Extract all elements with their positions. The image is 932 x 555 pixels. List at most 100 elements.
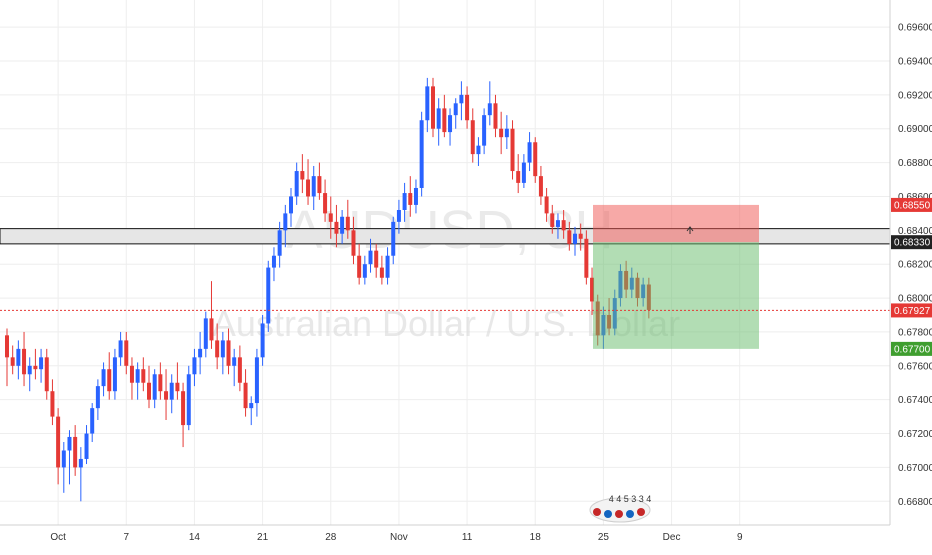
candle-body — [550, 213, 555, 227]
time-tick-label: 25 — [598, 532, 610, 543]
candle-body — [578, 233, 583, 239]
candle-body — [147, 382, 151, 400]
time-tick-label: 11 — [462, 532, 473, 543]
candle-body — [33, 365, 38, 370]
candle-body — [476, 145, 481, 155]
candle-body — [453, 103, 458, 116]
candle-body — [351, 230, 356, 256]
candle-body — [527, 142, 532, 163]
candle-body — [516, 171, 521, 183]
candle-body — [340, 216, 345, 234]
current-price-tag-label: 0.67927 — [894, 306, 931, 317]
time-tick-label: 28 — [325, 532, 337, 543]
price-tick-label: 0.68000 — [898, 294, 932, 305]
candle-body — [442, 108, 447, 133]
candle-body — [203, 318, 208, 349]
candle-body — [368, 250, 373, 265]
candle-body — [158, 374, 163, 392]
candle-body — [419, 120, 424, 188]
candle-body — [561, 220, 566, 231]
candle-body — [362, 264, 367, 278]
time-tick-label: 9 — [737, 532, 743, 543]
candle-body — [317, 176, 322, 194]
time-axis[interactable]: Oct 7 14 21 28 Nov 11 18 25 Dec 9 — [50, 532, 743, 543]
flag-icon — [604, 510, 612, 518]
flag-icon — [615, 510, 623, 518]
candle-body — [345, 216, 350, 231]
candle-body — [44, 357, 49, 392]
candle-body — [50, 391, 55, 417]
candle-body — [192, 357, 197, 375]
candle-body — [5, 335, 9, 358]
candle-body — [311, 176, 316, 197]
candle-body — [493, 103, 498, 129]
price-axis[interactable]: 0.69600 0.69400 0.69200 0.69000 0.68800 0.686… — [898, 23, 932, 508]
time-tick-label: Nov — [390, 532, 408, 543]
candle-body — [573, 233, 577, 244]
target-price-tag — [891, 341, 932, 356]
candle-body — [124, 340, 129, 366]
candle-body — [112, 357, 117, 392]
candle-body — [90, 408, 95, 434]
position-drag-icon[interactable] — [686, 226, 694, 234]
candle-body — [436, 108, 441, 129]
candle-body — [385, 255, 390, 278]
candle-body — [164, 391, 169, 400]
time-tick-label: 14 — [189, 532, 201, 543]
candle-body — [107, 369, 112, 392]
candle-body — [555, 220, 560, 227]
price-tick-label: 0.69200 — [898, 90, 932, 101]
candle-body — [95, 386, 100, 409]
candle-body — [584, 238, 589, 278]
candle-body — [181, 391, 186, 426]
stop-loss-price-tag — [891, 197, 932, 212]
candle-body — [544, 196, 549, 214]
take-profit-zone[interactable] — [593, 242, 759, 349]
candles — [5, 77, 651, 502]
candle-body — [141, 369, 146, 383]
price-tick-label: 0.68400 — [898, 226, 932, 237]
candle-body — [209, 318, 214, 341]
candle-body — [391, 221, 396, 256]
candle-body — [470, 120, 475, 155]
candle-body — [521, 162, 526, 183]
candle-body — [175, 382, 180, 392]
candle-body — [504, 128, 509, 138]
time-tick-label: Dec — [663, 532, 681, 543]
time-tick-label: Oct — [50, 532, 66, 543]
candle-body — [39, 357, 44, 370]
candle-body — [283, 213, 288, 231]
candle-body — [10, 357, 15, 366]
candle-body — [254, 357, 259, 404]
candle-body — [510, 128, 515, 172]
candle-body — [266, 267, 271, 324]
candle-body — [152, 374, 157, 400]
candle-body — [61, 450, 66, 468]
candle-body — [289, 196, 293, 214]
candle-body — [260, 323, 265, 358]
candle-body — [590, 277, 595, 302]
price-tick-label: 0.69600 — [898, 23, 932, 34]
candle-body — [448, 115, 453, 133]
candle-body — [499, 128, 504, 138]
candle-body — [408, 193, 413, 205]
current-price-tag — [891, 303, 932, 318]
flag-icon — [626, 510, 634, 518]
stop-loss-zone[interactable] — [593, 204, 759, 243]
candle-body — [237, 357, 242, 383]
candle-body — [538, 176, 543, 197]
candle-body — [402, 193, 407, 210]
candle-body — [271, 255, 276, 268]
candle-body — [487, 103, 492, 116]
candle-body — [84, 433, 89, 459]
candle-body — [300, 171, 305, 180]
economic-events[interactable]: 4 4 5 3 3 4 — [589, 494, 651, 523]
time-tick-label: 18 — [530, 532, 542, 543]
price-tick-label: 0.69400 — [898, 56, 932, 67]
price-tick-label: 0.67200 — [898, 429, 932, 440]
candle-body — [226, 340, 231, 366]
price-tick-label: 0.67400 — [898, 395, 932, 406]
candle-body — [215, 340, 220, 358]
